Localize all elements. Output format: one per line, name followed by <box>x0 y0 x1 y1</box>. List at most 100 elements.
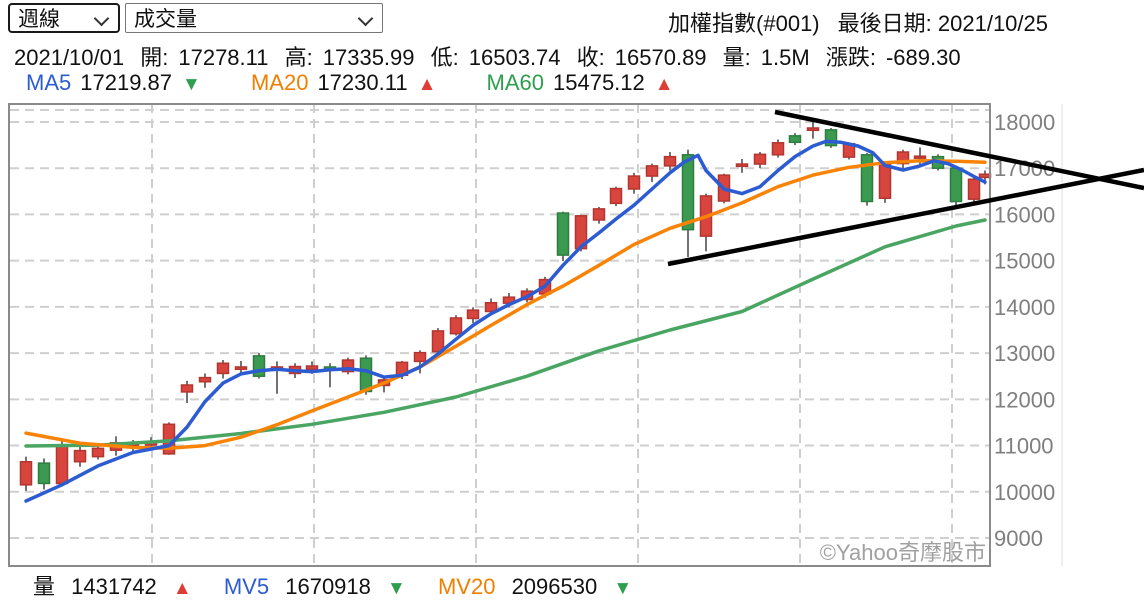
y-axis-tick-label: 13000 <box>994 341 1055 366</box>
volume-indicator-row: 量 1431742 ▲ MV5 1670918 ▼ MV20 2096530 ▼ <box>33 569 642 601</box>
low-label: 低: <box>430 45 459 70</box>
ma60-value: 15475.12 <box>553 70 645 95</box>
candle-up <box>484 301 498 313</box>
close-label: 收: <box>576 45 605 70</box>
vol-value: 1431742 <box>71 574 157 599</box>
mv5-label: MV5 <box>223 574 270 599</box>
last-date-value: 2021/10/25 <box>937 11 1048 36</box>
candle-down <box>556 212 570 256</box>
y-axis-tick-label: 9000 <box>994 526 1043 551</box>
up-triangle-icon: ▲ <box>172 578 192 599</box>
candle-up <box>198 376 212 383</box>
symbol-title: 加權指數(#001) <box>668 11 820 36</box>
high-value: 17335.99 <box>322 45 415 70</box>
candle-down <box>37 462 51 485</box>
candle-up <box>55 444 69 485</box>
chevron-down-icon <box>95 12 108 25</box>
candle-up <box>753 153 767 165</box>
watermark: ©Yahoo奇摩股市 <box>820 540 986 565</box>
candle-down <box>824 129 838 147</box>
upper_trendline <box>774 109 1144 191</box>
quote-date: 2021/10/01 <box>14 45 125 70</box>
candle-up <box>913 155 927 159</box>
lower_trendline <box>667 167 1144 267</box>
mv20-value: 2096530 <box>511 574 598 599</box>
candle-down <box>949 167 963 203</box>
ma5-value: 17219.87 <box>80 70 173 95</box>
y-axis-tick-label: 16000 <box>994 202 1055 227</box>
candle-up <box>234 366 248 371</box>
down-triangle-icon: ▼ <box>387 578 406 599</box>
candle-up <box>735 163 749 168</box>
open-label: 開: <box>140 45 169 70</box>
candle-up <box>663 155 677 167</box>
candle-up <box>978 173 992 179</box>
down-triangle-icon: ▼ <box>613 578 633 599</box>
ma-legend: MA5 17219.87 ▼ MA20 17230.11 ▲ MA60 15475.12 ▲ <box>26 70 718 96</box>
plot-border <box>8 103 991 567</box>
candle-up <box>341 359 355 373</box>
change-label: 漲跌: <box>825 45 876 70</box>
y-axis-tick-label: 14000 <box>994 295 1055 320</box>
mv20-label: MV20 <box>437 574 496 599</box>
volume-label: 量: <box>722 45 751 70</box>
ma20-value: 17230.11 <box>317 70 408 95</box>
candle-up <box>305 365 319 371</box>
candle-down <box>788 135 802 144</box>
candle-up <box>609 187 623 205</box>
chevron-down-icon <box>359 12 372 25</box>
period-select-value: 週線 <box>18 8 60 31</box>
last-date-label: 最後日期: <box>837 11 932 36</box>
y-axis-tick-label: 15000 <box>994 249 1055 274</box>
candle-up <box>19 460 33 486</box>
candle-up <box>431 330 445 353</box>
close-value: 16570.89 <box>614 45 707 70</box>
candle-up <box>896 151 910 165</box>
mv5-value: 1670918 <box>285 574 371 599</box>
low-value: 16503.74 <box>468 45 561 70</box>
candle-down <box>359 357 373 393</box>
ma20-label: MA20 <box>250 70 309 95</box>
candle-down <box>860 154 874 203</box>
candle-down <box>252 355 266 377</box>
candle-up <box>771 142 785 156</box>
y-axis-tick-label: 10000 <box>994 480 1055 505</box>
vol-label: 量 <box>33 574 56 599</box>
candle-up <box>645 165 659 177</box>
down-triangle-icon: ▼ <box>182 74 201 95</box>
candle-up <box>627 175 641 190</box>
candle-up <box>967 178 981 200</box>
change-value: -689.30 <box>885 45 961 70</box>
candlestick-chart[interactable]: ©Yahoo奇摩股市180001700016000150001400013000… <box>8 102 1144 582</box>
indicator-select-value: 成交量 <box>134 8 197 31</box>
candle-down <box>681 154 695 231</box>
candle-up <box>180 384 194 393</box>
ma20-line <box>24 159 987 451</box>
candle-up <box>592 208 606 221</box>
chart-header: 加權指數(#001) 最後日期: 2021/10/25 <box>668 6 1048 38</box>
candle-up <box>413 351 427 363</box>
candle-up <box>216 362 230 375</box>
ma5-line <box>24 139 987 503</box>
high-label: 高: <box>284 45 313 70</box>
ma20-legend-item: MA20 17230.11 ▲ <box>251 70 436 96</box>
ma60-legend-item: MA60 15475.12 ▲ <box>487 70 674 96</box>
y-axis-tick-label: 12000 <box>994 387 1055 412</box>
indicator-select[interactable]: 成交量 <box>125 3 383 33</box>
ma60-line <box>24 218 987 448</box>
y-axis-tick-label: 18000 <box>994 110 1055 135</box>
candle-up <box>878 163 892 199</box>
candle-up <box>73 449 87 463</box>
period-select[interactable]: 週線 <box>8 3 120 33</box>
quote-info-row: 2021/10/01 開: 17278.11 高: 17335.99 低: 16503… <box>14 40 971 72</box>
ma5-legend-item: MA5 17219.87 ▼ <box>26 70 201 96</box>
volume-value: 1.5M <box>760 45 810 70</box>
up-triangle-icon: ▲ <box>417 74 437 95</box>
ma60-label: MA60 <box>486 70 544 95</box>
ma5-label: MA5 <box>26 70 72 95</box>
candle-up <box>806 127 820 132</box>
candle-up <box>91 447 105 458</box>
y-axis-tick-label: 11000 <box>994 434 1054 459</box>
open-value: 17278.11 <box>178 45 269 70</box>
up-triangle-icon: ▲ <box>654 74 674 95</box>
